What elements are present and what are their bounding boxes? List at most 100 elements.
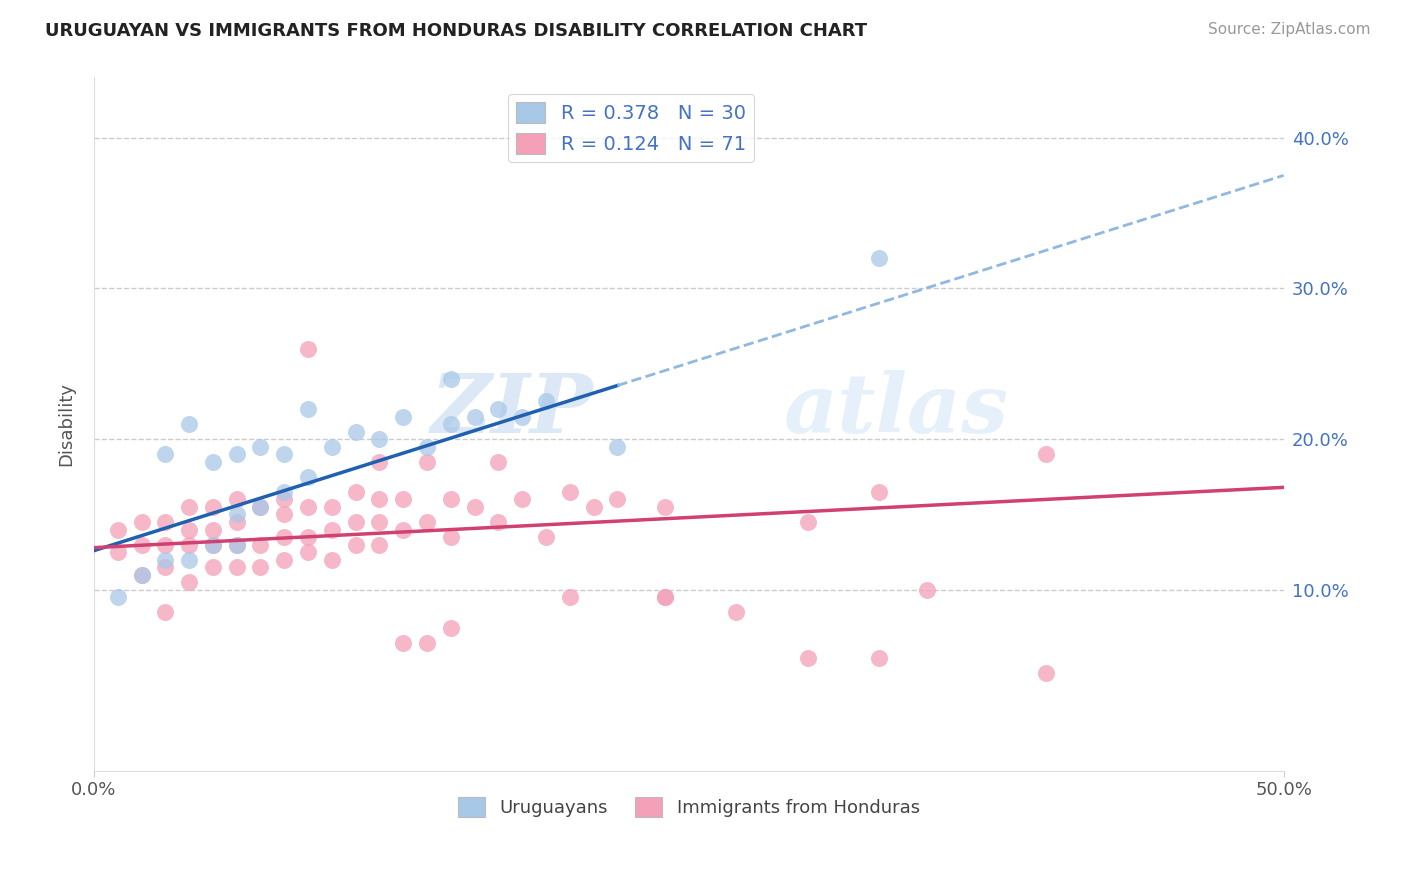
Point bbox=[486, 515, 509, 529]
Point bbox=[225, 508, 247, 522]
Point bbox=[107, 523, 129, 537]
Text: ZIP: ZIP bbox=[432, 370, 593, 450]
Point bbox=[201, 455, 224, 469]
Point bbox=[249, 538, 271, 552]
Point bbox=[606, 492, 628, 507]
Point bbox=[201, 538, 224, 552]
Point bbox=[225, 492, 247, 507]
Point bbox=[440, 372, 463, 386]
Point bbox=[368, 492, 391, 507]
Point bbox=[225, 538, 247, 552]
Point bbox=[654, 500, 676, 514]
Point bbox=[868, 252, 890, 266]
Point bbox=[464, 500, 486, 514]
Point bbox=[534, 530, 557, 544]
Point bbox=[558, 591, 581, 605]
Point bbox=[249, 500, 271, 514]
Point bbox=[1035, 665, 1057, 680]
Point bbox=[321, 440, 343, 454]
Point bbox=[344, 515, 367, 529]
Point bbox=[416, 515, 439, 529]
Text: Source: ZipAtlas.com: Source: ZipAtlas.com bbox=[1208, 22, 1371, 37]
Legend: Uruguayans, Immigrants from Honduras: Uruguayans, Immigrants from Honduras bbox=[451, 789, 927, 824]
Point bbox=[440, 492, 463, 507]
Point bbox=[155, 515, 177, 529]
Point bbox=[392, 523, 415, 537]
Point bbox=[486, 455, 509, 469]
Point bbox=[344, 538, 367, 552]
Point bbox=[201, 523, 224, 537]
Point bbox=[273, 484, 295, 499]
Point bbox=[510, 492, 533, 507]
Point bbox=[416, 440, 439, 454]
Point bbox=[725, 606, 748, 620]
Point bbox=[249, 500, 271, 514]
Point bbox=[558, 484, 581, 499]
Point bbox=[368, 515, 391, 529]
Point bbox=[510, 409, 533, 424]
Point bbox=[392, 635, 415, 649]
Y-axis label: Disability: Disability bbox=[58, 382, 75, 466]
Point bbox=[368, 455, 391, 469]
Point bbox=[297, 545, 319, 559]
Point bbox=[1035, 447, 1057, 461]
Point bbox=[107, 545, 129, 559]
Point bbox=[177, 523, 200, 537]
Text: atlas: atlas bbox=[785, 370, 1010, 450]
Point bbox=[416, 635, 439, 649]
Point bbox=[225, 538, 247, 552]
Point bbox=[796, 515, 818, 529]
Point bbox=[297, 342, 319, 356]
Point bbox=[440, 417, 463, 431]
Point bbox=[321, 552, 343, 566]
Point bbox=[344, 425, 367, 439]
Point bbox=[297, 470, 319, 484]
Point bbox=[868, 484, 890, 499]
Point bbox=[225, 560, 247, 574]
Point bbox=[131, 567, 153, 582]
Point bbox=[177, 552, 200, 566]
Point bbox=[915, 582, 938, 597]
Point bbox=[155, 560, 177, 574]
Point bbox=[868, 650, 890, 665]
Point bbox=[321, 500, 343, 514]
Point bbox=[155, 447, 177, 461]
Point bbox=[440, 620, 463, 634]
Point bbox=[368, 432, 391, 446]
Point bbox=[368, 538, 391, 552]
Point bbox=[606, 440, 628, 454]
Point bbox=[654, 591, 676, 605]
Point bbox=[201, 538, 224, 552]
Point bbox=[273, 552, 295, 566]
Text: URUGUAYAN VS IMMIGRANTS FROM HONDURAS DISABILITY CORRELATION CHART: URUGUAYAN VS IMMIGRANTS FROM HONDURAS DI… bbox=[45, 22, 868, 40]
Point bbox=[131, 515, 153, 529]
Point bbox=[297, 500, 319, 514]
Point bbox=[155, 606, 177, 620]
Point bbox=[297, 530, 319, 544]
Point bbox=[225, 447, 247, 461]
Point bbox=[177, 575, 200, 590]
Point bbox=[654, 591, 676, 605]
Point bbox=[534, 394, 557, 409]
Point bbox=[440, 530, 463, 544]
Point bbox=[582, 500, 605, 514]
Point bbox=[273, 508, 295, 522]
Point bbox=[486, 402, 509, 417]
Point bbox=[107, 591, 129, 605]
Point bbox=[201, 560, 224, 574]
Point bbox=[273, 492, 295, 507]
Point bbox=[416, 455, 439, 469]
Point bbox=[273, 530, 295, 544]
Point bbox=[131, 567, 153, 582]
Point bbox=[177, 417, 200, 431]
Point bbox=[225, 515, 247, 529]
Point bbox=[155, 538, 177, 552]
Point bbox=[155, 552, 177, 566]
Point bbox=[392, 492, 415, 507]
Point bbox=[249, 440, 271, 454]
Point bbox=[796, 650, 818, 665]
Point bbox=[321, 523, 343, 537]
Point bbox=[177, 500, 200, 514]
Point bbox=[297, 402, 319, 417]
Point bbox=[131, 538, 153, 552]
